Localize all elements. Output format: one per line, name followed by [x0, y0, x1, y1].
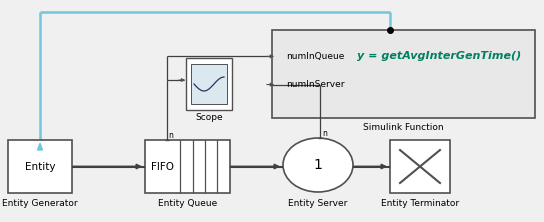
Text: 1: 1	[313, 158, 323, 172]
Bar	[8, 140, 72, 193]
Text: numInServer: numInServer	[286, 80, 344, 89]
Text: Simulink Function: Simulink Function	[363, 123, 444, 131]
Text: Entity Server: Entity Server	[288, 200, 348, 208]
Text: Entity Queue: Entity Queue	[158, 198, 217, 208]
Bar	[191, 64, 227, 104]
Text: n: n	[323, 129, 327, 137]
Bar	[145, 140, 230, 193]
Text: Entity: Entity	[24, 161, 55, 172]
Bar	[272, 30, 535, 118]
Text: y = getAvgInterGenTime(): y = getAvgInterGenTime()	[357, 52, 521, 61]
Text: Entity Generator: Entity Generator	[2, 198, 78, 208]
Text: FIFO: FIFO	[151, 161, 175, 172]
Bar	[186, 58, 232, 110]
Text: Scope: Scope	[195, 113, 223, 123]
Bar	[390, 140, 450, 193]
Text: Entity Terminator: Entity Terminator	[381, 198, 459, 208]
Ellipse shape	[283, 138, 353, 192]
Text: numInQueue: numInQueue	[286, 52, 344, 61]
Text: n: n	[169, 131, 174, 139]
